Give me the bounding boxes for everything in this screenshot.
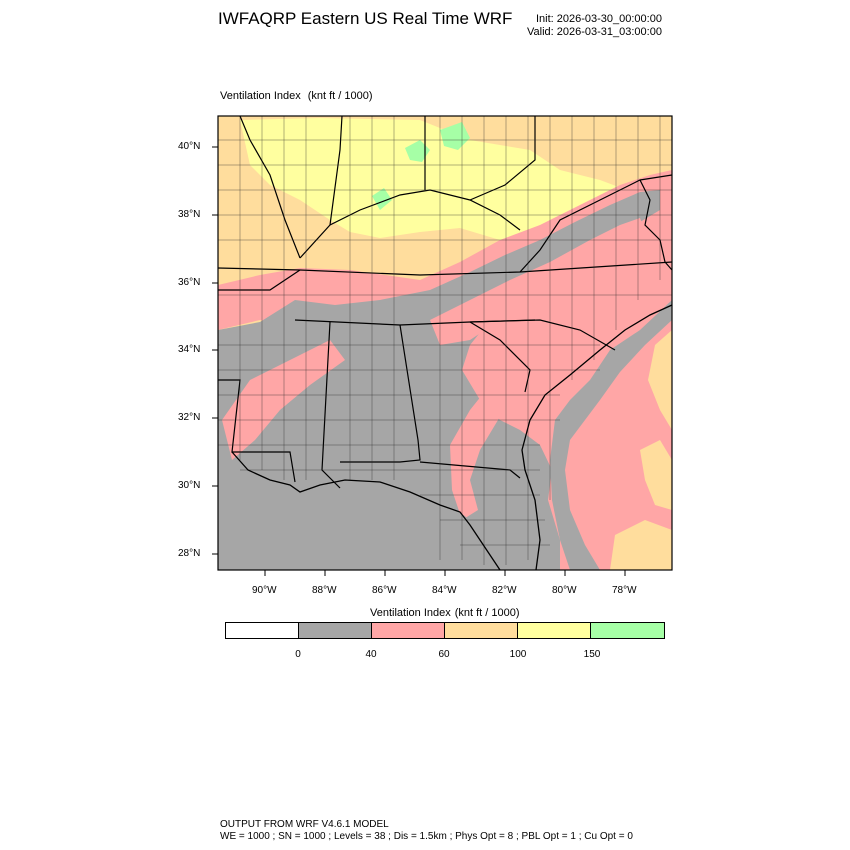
footer-line-2: WE = 1000 ; SN = 1000 ; Levels = 38 ; Di… [220, 831, 633, 842]
color-legend [225, 622, 665, 639]
run-times: Init: 2026-03-30_00:00:00 Valid: 2026-03… [527, 13, 662, 39]
field-ocean-pink [565, 320, 672, 570]
lon-tick-label: 84°W [432, 585, 457, 596]
map-field-name: Ventilation Index [220, 90, 301, 102]
state-line-va-nc [519, 174, 672, 273]
field-gulf-gray [218, 482, 490, 570]
lat-tick-label: 36°N [178, 277, 201, 288]
lat-tick-label: 38°N [178, 209, 201, 220]
lat-tick-label: 40°N [178, 141, 201, 152]
state-line-nc-sc [469, 319, 616, 351]
lat-tick-label: 32°N [178, 412, 201, 423]
lon-tick-label: 78°W [612, 585, 637, 596]
footer-line-1: OUTPUT FROM WRF V4.6.1 MODEL [220, 819, 389, 830]
axis-ticks [212, 146, 626, 576]
legend-swatch [518, 623, 591, 638]
lon-tick-label: 80°W [552, 585, 577, 596]
field-grey-region [218, 190, 660, 570]
county-lines [218, 116, 672, 565]
state-line-mo-il [239, 116, 301, 259]
legend-label: 40 [365, 649, 377, 660]
legend-swatch [299, 623, 372, 638]
legend-swatch [372, 623, 445, 638]
legend-field-name: Ventilation Index [370, 607, 451, 619]
lon-tick-label: 82°W [492, 585, 517, 596]
state-line-in-il [329, 116, 343, 226]
state-line-ga-sc [469, 321, 531, 393]
field-ocean-orange [610, 330, 672, 570]
legend-label: 0 [295, 649, 301, 660]
legend-swatch [445, 623, 518, 638]
model-footer: OUTPUT FROM WRF V4.6.1 MODEL WE = 1000 ;… [220, 819, 633, 843]
legend-title: Ventilation Index (knt ft / 1000) [370, 607, 520, 619]
state-line-ky-north [299, 189, 521, 259]
field-pink-band-south [450, 372, 515, 520]
valid-time: Valid: 2026-03-31_03:00:00 [527, 26, 662, 38]
legend-label: 100 [509, 649, 527, 660]
field-green-patch [372, 122, 470, 210]
page-title: IWFAQRP Eastern US Real Time WRF [218, 9, 513, 28]
state-line-al-ga [340, 324, 421, 463]
lat-tick-label: 30°N [178, 480, 201, 491]
field-pink-band-east [430, 218, 645, 345]
map-boundaries [218, 116, 672, 570]
state-line-oh-wv [469, 116, 536, 201]
ventilation-index-map [212, 115, 673, 576]
state-line-ar [218, 269, 301, 291]
legend-label: 60 [438, 649, 450, 660]
map-field-units: (knt ft / 1000) [307, 90, 373, 102]
chesapeake-coast [639, 179, 672, 271]
legend-swatch [591, 623, 664, 638]
init-time: Init: 2026-03-30_00:00:00 [535, 13, 662, 25]
legend-label: 150 [583, 649, 601, 660]
legend-swatch [226, 623, 299, 638]
lat-tick-label: 34°N [178, 344, 201, 355]
map-field-label: Ventilation Index (knt ft / 1000) [220, 90, 373, 102]
lat-tick-label: 28°N [178, 548, 201, 559]
legend-units: (knt ft / 1000) [454, 607, 520, 619]
state-line-tn-north [218, 261, 672, 276]
lon-tick-label: 86°W [372, 585, 397, 596]
lon-tick-label: 88°W [312, 585, 337, 596]
lon-tick-label: 90°W [252, 585, 277, 596]
coastline [231, 304, 672, 570]
